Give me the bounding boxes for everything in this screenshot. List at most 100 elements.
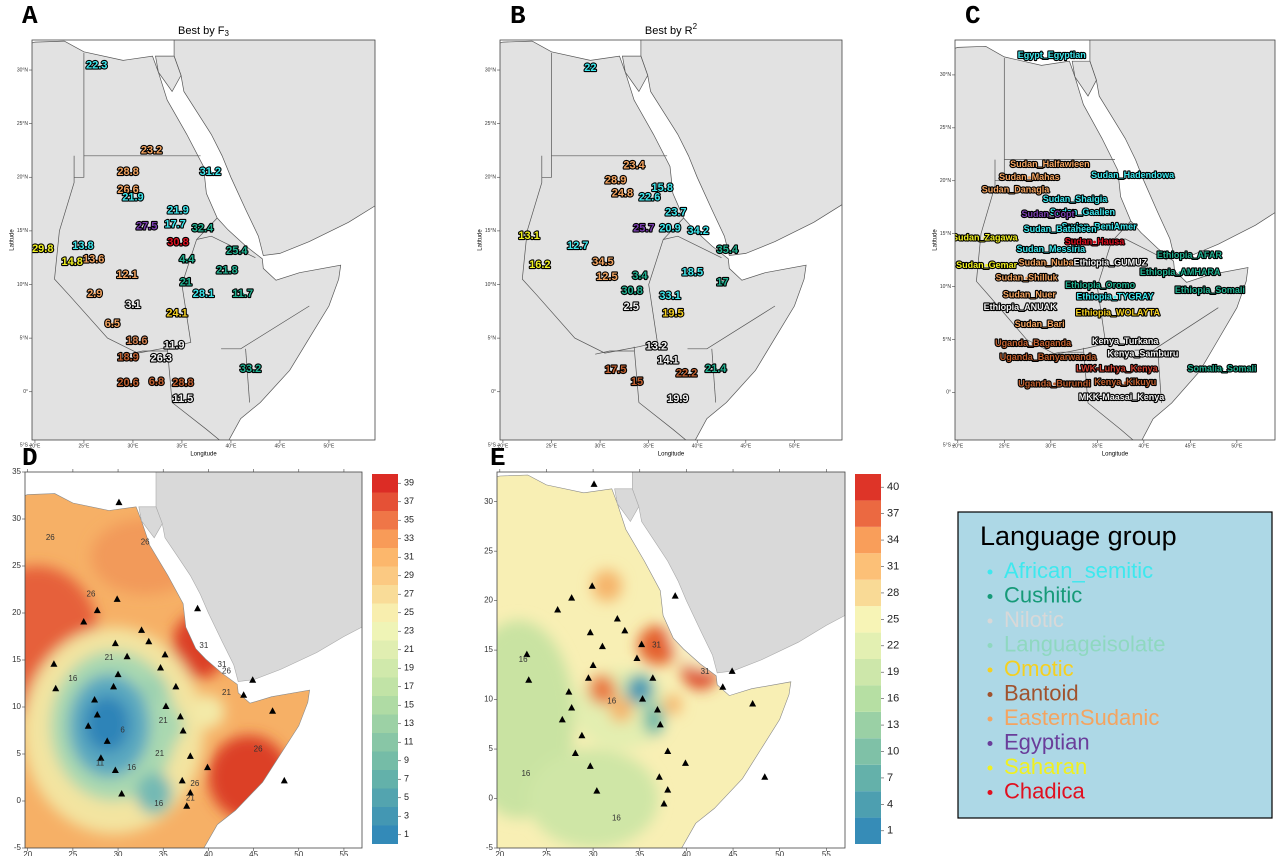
colorbar-label: 40 <box>887 481 899 493</box>
y-tick-label: 20 <box>12 608 21 617</box>
legend-label: Nilotic <box>1004 607 1064 632</box>
panel-letter: D <box>22 443 38 473</box>
contour-blob <box>136 773 172 814</box>
y-tick-label: 15°N <box>17 228 29 234</box>
x-tick-label: 45 <box>249 850 258 856</box>
y-tick-label: 15°N <box>940 231 952 237</box>
site-label: 17.7 <box>164 218 185 230</box>
panel: Egypt_EgyptianSudan_HalfawieenSudan_Hade… <box>911 0 1288 477</box>
y-tick-label: 25°N <box>485 121 497 127</box>
colorbar-band <box>372 826 398 845</box>
colorbar-label: 37 <box>404 496 414 506</box>
site-label: 6.5 <box>105 318 120 330</box>
map: 26262631211626216111621211621262631 <box>0 425 389 856</box>
x-tick-label: 55 <box>822 850 831 856</box>
x-tick-label: 50°E <box>789 443 801 449</box>
site-label: 35.4 <box>717 244 739 256</box>
x-tick-label: 25°E <box>999 443 1011 449</box>
site-label: 22.2 <box>676 367 697 379</box>
site-label: Ethiopia_AMHARA <box>1140 267 1221 277</box>
y-tick-label: 0° <box>491 389 496 395</box>
site-label: Sudan_Mahas <box>999 172 1060 182</box>
colorbar-band <box>855 580 881 606</box>
contour-label: 26 <box>254 744 263 753</box>
colorbar-label: 4 <box>887 798 893 810</box>
contour-blob <box>663 695 682 715</box>
site-label: 23.4 <box>623 159 645 171</box>
legend-dot <box>988 790 993 795</box>
colorbar-band <box>855 659 881 685</box>
x-tick-label: 40°E <box>1138 443 1150 449</box>
site-label: Kenya_Kikuyu <box>1094 377 1156 387</box>
legend-dot <box>988 766 993 771</box>
colorbar-label: 7 <box>887 772 893 784</box>
colorbar-label: 21 <box>404 644 414 654</box>
y-axis-label: Latitude <box>478 229 484 251</box>
legend-title: Language group <box>980 521 1177 551</box>
colorbar-band <box>855 818 881 844</box>
contour-label: 16 <box>612 813 621 822</box>
colorbar-label: 22 <box>887 640 899 652</box>
panel-title: Best by R2 <box>645 22 698 37</box>
colorbar-band <box>855 712 881 738</box>
y-tick-label: 10 <box>12 702 21 711</box>
site-label: 33.2 <box>240 363 261 375</box>
y-axis-label: Latitude <box>10 229 16 251</box>
colorbar-band <box>372 715 398 734</box>
colorbar-label: 1 <box>404 829 409 839</box>
site-label: Sudan_Shaigia <box>1043 194 1109 204</box>
title-text: Best by R <box>645 25 693 37</box>
contour-label: 16 <box>154 799 163 808</box>
site-label: Uganda_Banyarwanda <box>1000 352 1098 362</box>
site-label: 11.7 <box>232 288 253 300</box>
contour-blob <box>643 704 664 736</box>
x-tick-label: 25 <box>542 850 551 856</box>
site-label: 30.8 <box>621 285 642 297</box>
title-superscript: 2 <box>693 22 698 31</box>
site-label: Ethiopia_ANUAK <box>984 302 1058 312</box>
colorbar-label: 25 <box>887 613 899 625</box>
y-tick-label: 25 <box>12 561 21 570</box>
colorbar-band <box>372 585 398 604</box>
x-tick-label: 25°E <box>78 443 90 449</box>
site-label: 28.9 <box>605 174 626 186</box>
legend-dot <box>988 643 993 648</box>
y-tick-label: 20°N <box>485 175 497 181</box>
legend: Language groupAfrican_semiticCushiticNil… <box>958 512 1272 818</box>
site-label: 20.9 <box>659 223 680 235</box>
legend-label: Egyptian <box>1004 729 1090 754</box>
site-label: Kenya_Samburu <box>1107 349 1178 359</box>
y-tick-label: 5°N <box>488 335 497 341</box>
colorbar-band <box>372 604 398 623</box>
contour-label: 16 <box>127 763 136 772</box>
x-tick-label: 55 <box>339 850 348 856</box>
y-tick-label: 30°N <box>485 67 497 73</box>
site-label: 28.8 <box>172 377 193 389</box>
colorbar-label: 25 <box>404 607 414 617</box>
x-tick-label: 40 <box>682 850 691 856</box>
colorbar-band <box>855 791 881 817</box>
colorbar-band <box>372 548 398 567</box>
site-label: 28.8 <box>117 166 138 178</box>
x-tick-label: 20 <box>23 850 32 856</box>
x-tick-label: 30 <box>114 850 123 856</box>
title-subscript: 3 <box>225 29 230 38</box>
x-tick-label: 25°E <box>546 443 558 449</box>
panel-letter: B <box>510 1 526 31</box>
site-label: 28.1 <box>193 288 214 300</box>
site-label: 20.6 <box>117 377 138 389</box>
colorbar-band <box>372 770 398 789</box>
colorbar-band <box>855 738 881 764</box>
colorbar-band <box>855 606 881 632</box>
colorbar-label: 29 <box>404 570 414 580</box>
site-label: 17 <box>716 276 728 288</box>
x-tick-label: 40 <box>204 850 213 856</box>
x-tick-label: 20°E <box>952 443 964 449</box>
site-label: Egypt_Egyptian <box>1018 50 1086 60</box>
y-tick-label: 0° <box>23 389 28 395</box>
colorbar-band <box>855 474 881 500</box>
site-label: Kenya_Turkana <box>1092 336 1159 346</box>
site-label: 24.8 <box>612 187 633 199</box>
legend-dot <box>988 594 993 599</box>
